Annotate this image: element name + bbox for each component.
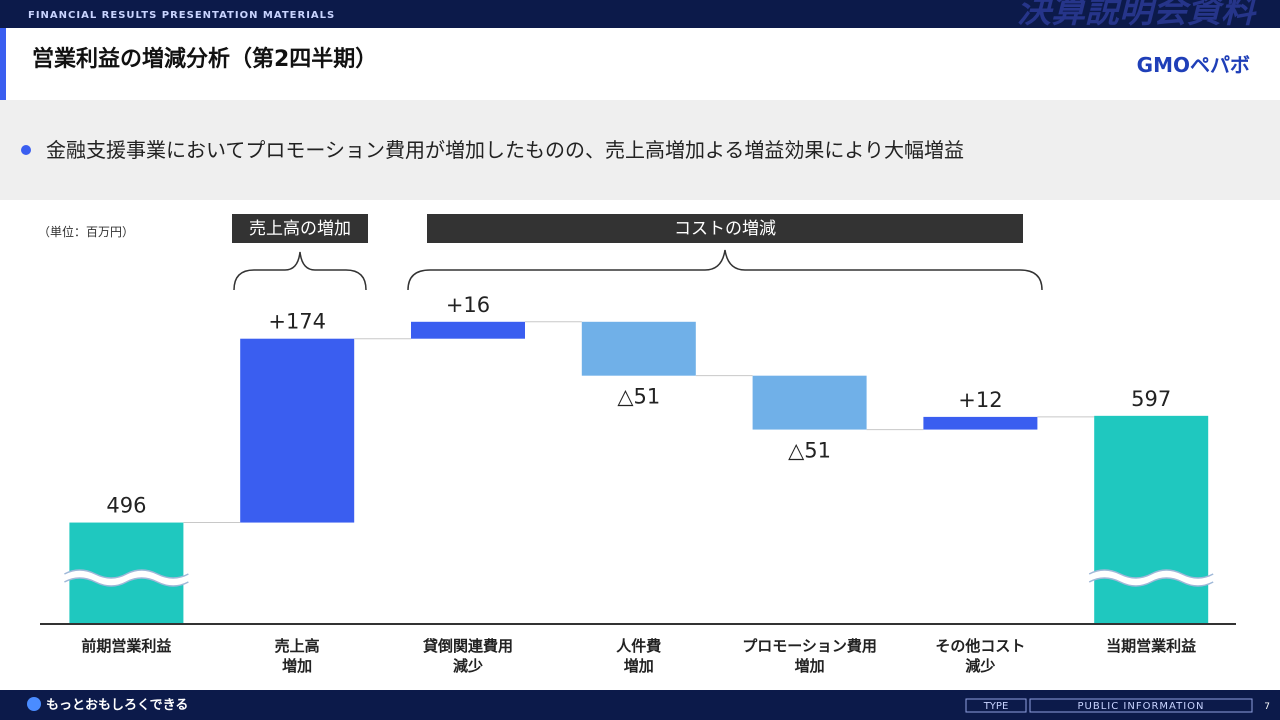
footer-bar (0, 690, 1280, 720)
section-title: 決算説明会資料 (1017, 0, 1258, 31)
value-label: 597 (1131, 387, 1171, 411)
bar (923, 416, 1038, 430)
bracket (407, 249, 1043, 291)
x-tick-label: 当期営業利益 (1106, 637, 1197, 655)
bracket (233, 251, 367, 291)
axis-break (64, 569, 189, 579)
class-box (1029, 698, 1253, 713)
bar (1094, 415, 1209, 624)
axis-break (1087, 570, 1216, 586)
value-label: +16 (446, 293, 490, 317)
axis-break (62, 570, 191, 586)
group-box (427, 214, 1023, 243)
value-label: +174 (268, 310, 326, 334)
x-tick-label: 貸倒関連費用 減少 (422, 637, 513, 675)
bar (752, 375, 867, 430)
x-tick-label: 人件費 増加 (616, 637, 662, 675)
unit-label: （単位：百万円） (38, 224, 134, 239)
axis-break (1088, 577, 1214, 587)
type-box (965, 698, 1027, 713)
bullet (21, 145, 31, 155)
x-tick-label: 売上高 増加 (274, 637, 320, 675)
footer-icon (27, 697, 41, 711)
value-label: △51 (788, 439, 831, 463)
group-label: 売上高の増加 (249, 219, 351, 239)
group-box (232, 214, 368, 243)
value-label: 496 (106, 494, 146, 518)
value-label: △51 (617, 385, 660, 409)
axis-break (1088, 569, 1214, 579)
slogan: もっとおもしろくできる (46, 698, 188, 713)
value-label: +12 (958, 388, 1002, 412)
x-tick-label: 前期営業利益 (81, 637, 172, 655)
bar (240, 338, 355, 523)
x-tick-label: プロモーション費用 増加 (742, 637, 877, 675)
accent (0, 28, 6, 100)
group-label: コストの増減 (674, 219, 776, 239)
axis-break (64, 577, 189, 587)
summary: 金融支援事業においてプロモーション費用が増加したものの、売上高増加よる増益効果に… (46, 138, 964, 162)
bar (411, 321, 525, 339)
logo: GMOペパボ (1137, 53, 1250, 77)
tagline: FINANCIAL RESULTS PRESENTATION MATERIALS (28, 10, 335, 21)
x-tick-label: その他コスト 減少 (935, 637, 1026, 675)
top-bar (0, 0, 1280, 28)
summary-band (0, 100, 1280, 200)
type-label: TYPE (983, 701, 1009, 712)
page-title: 営業利益の増減分析（第2四半期） (32, 46, 377, 72)
page-number: 7 (1264, 702, 1270, 712)
bar (581, 321, 696, 376)
classification: PUBLIC INFORMATION (1078, 701, 1205, 712)
